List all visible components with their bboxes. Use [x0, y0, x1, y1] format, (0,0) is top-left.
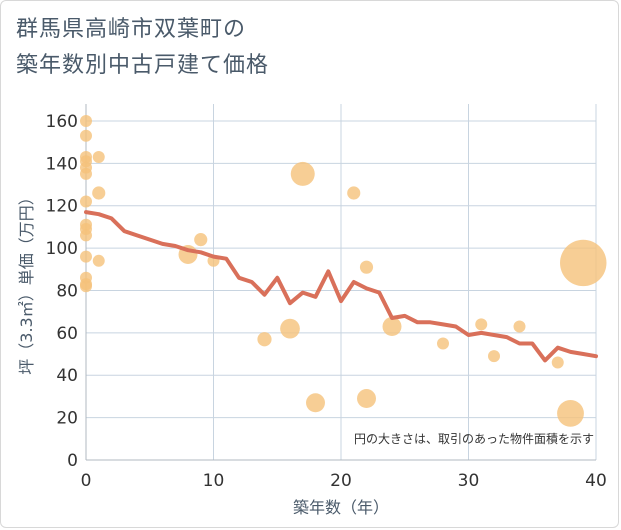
y-tick-label: 140 — [46, 154, 78, 174]
bubble-point — [80, 229, 92, 242]
bubble-point — [280, 318, 300, 339]
y-tick-label: 160 — [46, 112, 78, 132]
bubble-series — [80, 114, 607, 427]
bubble-point — [382, 317, 402, 336]
bubble-point — [92, 254, 105, 267]
x-tick-label: 10 — [203, 471, 225, 491]
chart-title: 群馬県高崎市双葉町の 築年数別中古戸建て価格 — [16, 12, 269, 84]
x-tick-label: 40 — [585, 471, 607, 491]
bubble-point — [80, 129, 92, 142]
chart-title-line1: 群馬県高崎市双葉町の — [16, 17, 247, 42]
size-note: 円の大きさは、取引のあった物件面積を示す — [354, 431, 594, 446]
y-tick-label: 40 — [56, 366, 78, 386]
bubble-point — [560, 239, 607, 287]
y-tick-label: 0 — [67, 451, 78, 471]
bubble-point — [92, 186, 106, 200]
grid-lines — [86, 104, 597, 460]
bubble-point — [513, 320, 526, 333]
bubble-point — [306, 393, 325, 413]
y-tick-label: 80 — [56, 281, 78, 301]
y-tick-label: 120 — [46, 197, 78, 217]
bubble-point — [80, 280, 92, 293]
bubble-point — [359, 260, 374, 274]
bubble-point — [80, 167, 92, 180]
chart-title-line2: 築年数別中古戸建て価格 — [16, 53, 270, 78]
y-axis-title: 坪（3.3㎡）単価（万円） — [17, 189, 36, 374]
x-tick-label: 20 — [330, 471, 352, 491]
bubble-point — [80, 250, 92, 263]
bubble-point — [290, 161, 315, 186]
trend-series — [84, 210, 598, 363]
bubble-point — [357, 389, 376, 409]
tick-labels: 0 20 40 60 80 100 120 140 160 0 10 20 30 40 — [46, 112, 607, 491]
bubble-point — [257, 332, 272, 347]
bubble-point — [557, 399, 584, 427]
bubble-point — [80, 114, 92, 127]
bubble-point — [488, 350, 500, 363]
bubble-point — [194, 233, 208, 247]
bubble-point — [551, 356, 564, 369]
x-axis-title: 築年数（年） — [293, 498, 389, 517]
bubble-point — [437, 337, 449, 350]
x-tick-label: 30 — [458, 471, 480, 491]
y-tick-label: 100 — [46, 239, 78, 259]
y-tick-label: 20 — [56, 409, 78, 429]
y-tick-label: 60 — [56, 324, 78, 344]
x-tick-label: 0 — [81, 471, 92, 491]
bubble-point — [475, 318, 488, 331]
bubble-point — [92, 150, 105, 163]
bubble-point — [80, 195, 92, 208]
trend-line — [84, 210, 598, 363]
bubble-point — [347, 186, 361, 200]
